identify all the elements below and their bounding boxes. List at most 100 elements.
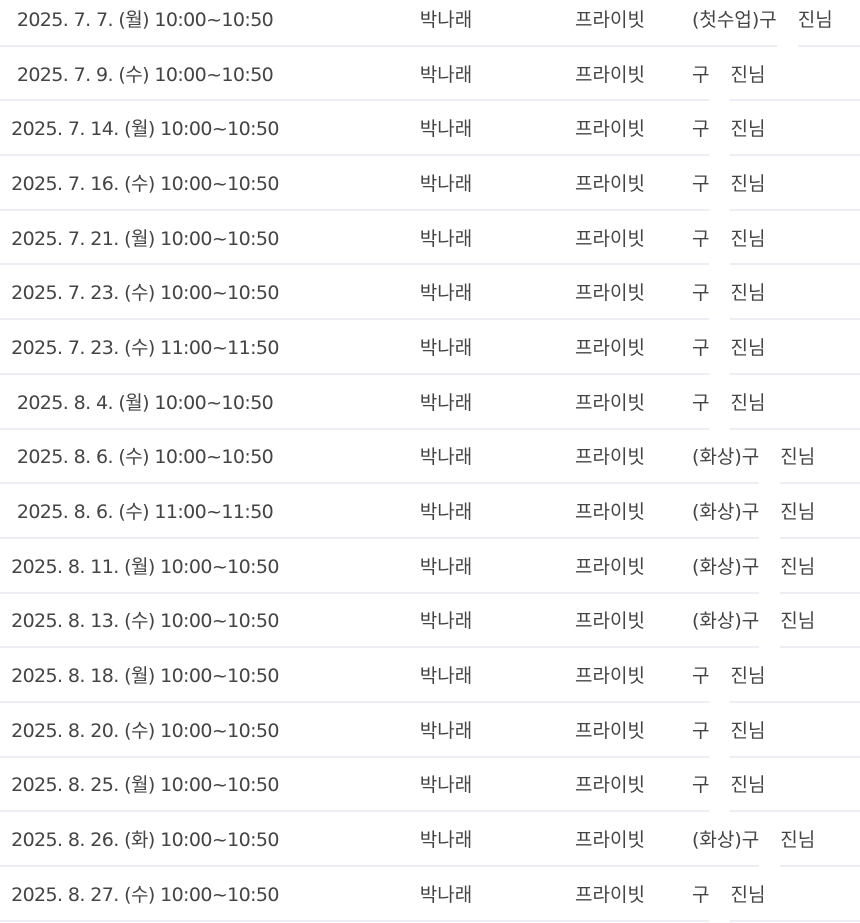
schedule-row: 2025. 8. 20. (수) 10:00~10:50 박나래 프라이빗 구 … (0, 702, 860, 759)
teacher-suffix: 진님 (780, 829, 816, 852)
student-name: 박나래 (419, 829, 473, 852)
lesson-datetime: 2025. 8. 6. (수) 11:00~11:50 (16, 501, 274, 524)
teacher-suffix: 진님 (730, 391, 766, 414)
teacher-suffix: 진님 (780, 610, 816, 633)
teacher-name: 구 진님 (692, 265, 766, 321)
teacher-prefix: (화상)구 (692, 501, 760, 524)
lesson-type: 프라이빗 (575, 172, 645, 195)
schedule-row: 2025. 8. 6. (수) 11:00~11:50 박나래 프라이빗 (화상… (0, 484, 860, 540)
teacher-name: 구 진님 (692, 46, 765, 103)
redaction-mask (776, 0, 798, 48)
lesson-datetime: 2025. 7. 16. (수) 10:00~10:50 (11, 172, 279, 195)
lesson-type: 프라이빗 (575, 829, 645, 852)
redaction-mask (709, 101, 731, 157)
teacher-prefix: 구 (692, 883, 710, 906)
schedule-row: 2025. 7. 14. (월) 10:00~10:50 박나래 프라이빗 구 … (0, 101, 860, 157)
lesson-datetime: 2025. 8. 26. (화) 10:00~10:50 (11, 829, 279, 852)
lesson-type: 프라이빗 (575, 555, 645, 578)
redaction-mask (759, 429, 781, 485)
teacher-suffix: 진님 (730, 774, 766, 797)
lesson-type: 프라이빗 (575, 446, 645, 469)
teacher-prefix: (화상)구 (692, 610, 760, 633)
lesson-datetime: 2025. 7. 23. (수) 10:00~10:50 (11, 282, 279, 305)
schedule-row: 2025. 8. 27. (수) 10:00~10:50 박나래 프라이빗 구 … (0, 867, 860, 923)
lesson-type: 프라이빗 (575, 336, 645, 359)
student-name: 박나래 (419, 719, 473, 742)
teacher-name: 구 진님 (692, 648, 766, 704)
teacher-prefix: 구 (692, 336, 710, 359)
schedule-row: 2025. 8. 11. (월) 10:00~10:50 박나래 프라이빗 (화… (0, 538, 860, 595)
teacher-name: (화상)구 진님 (692, 429, 815, 485)
schedule-row: 2025. 7. 16. (수) 10:00~10:50 박나래 프라이빗 구 … (0, 156, 860, 212)
lesson-datetime: 2025. 8. 4. (월) 10:00~10:50 (16, 391, 274, 414)
student-name: 박나래 (419, 446, 473, 469)
teacher-name: 구 진님 (692, 101, 766, 157)
lesson-datetime: 2025. 8. 18. (월) 10:00~10:50 (11, 665, 279, 688)
teacher-prefix: 구 (692, 118, 710, 141)
redaction-mask (709, 46, 731, 103)
redaction-mask (709, 210, 731, 267)
schedule-row: 2025. 7. 23. (수) 10:00~10:50 박나래 프라이빗 구 … (0, 265, 860, 321)
student-name: 박나래 (419, 555, 473, 578)
schedule-row: 2025. 8. 13. (수) 10:00~10:50 박나래 프라이빗 (화… (0, 593, 860, 649)
student-name: 박나래 (419, 227, 473, 250)
teacher-name: 구 진님 (692, 757, 766, 813)
lesson-datetime: 2025. 8. 20. (수) 10:00~10:50 (11, 719, 279, 742)
teacher-name: 구 진님 (692, 320, 766, 376)
teacher-prefix: (화상)구 (692, 829, 760, 852)
redaction-mask (709, 648, 731, 704)
teacher-suffix: 진님 (730, 665, 766, 688)
lesson-type: 프라이빗 (575, 8, 645, 31)
schedule-row: 2025. 7. 7. (월) 10:00~10:50 박나래 프라이빗 (첫수… (0, 0, 860, 48)
lesson-type: 프라이빗 (575, 227, 645, 250)
redaction-mask (709, 265, 731, 321)
redaction-mask (759, 593, 781, 649)
student-name: 박나래 (419, 665, 473, 688)
teacher-name: 구 진님 (692, 374, 766, 431)
schedule-row: 2025. 8. 26. (화) 10:00~10:50 박나래 프라이빗 (화… (0, 812, 860, 868)
student-name: 박나래 (419, 336, 473, 359)
lesson-datetime: 2025. 7. 9. (수) 10:00~10:50 (16, 63, 274, 86)
teacher-prefix: 구 (692, 227, 710, 250)
teacher-name: (첫수업)구 진님 (692, 0, 833, 48)
teacher-prefix: (화상)구 (692, 555, 760, 578)
student-name: 박나래 (419, 118, 473, 141)
lesson-datetime: 2025. 8. 25. (월) 10:00~10:50 (11, 774, 279, 797)
teacher-name: (화상)구 진님 (692, 593, 816, 649)
lesson-datetime: 2025. 7. 7. (월) 10:00~10:50 (16, 8, 274, 31)
teacher-name: (화상)구 진님 (692, 538, 816, 595)
lesson-datetime: 2025. 7. 23. (수) 11:00~11:50 (11, 336, 279, 359)
teacher-suffix: 진님 (730, 883, 766, 906)
teacher-suffix: 진님 (730, 282, 766, 305)
student-name: 박나래 (419, 63, 473, 86)
teacher-prefix: 구 (692, 665, 710, 688)
lesson-datetime: 2025. 8. 13. (수) 10:00~10:50 (11, 610, 279, 633)
lesson-datetime: 2025. 8. 11. (월) 10:00~10:50 (11, 555, 279, 578)
student-name: 박나래 (419, 8, 473, 31)
teacher-prefix: (화상)구 (692, 446, 760, 469)
teacher-suffix: 진님 (730, 227, 766, 250)
redaction-mask (709, 867, 731, 923)
teacher-suffix: 진님 (780, 555, 816, 578)
teacher-suffix: 진님 (730, 172, 766, 195)
redaction-mask (709, 374, 731, 431)
lesson-type: 프라이빗 (575, 501, 645, 524)
lesson-type: 프라이빗 (575, 665, 645, 688)
teacher-prefix: 구 (692, 774, 710, 797)
student-name: 박나래 (419, 172, 473, 195)
lesson-type: 프라이빗 (575, 282, 645, 305)
redaction-mask (709, 702, 731, 759)
teacher-name: (화상)구 진님 (692, 812, 816, 868)
schedule-row: 2025. 8. 4. (월) 10:00~10:50 박나래 프라이빗 구 진… (0, 374, 860, 431)
teacher-suffix: 진님 (730, 336, 766, 359)
teacher-prefix: 구 (692, 63, 710, 86)
schedule-row: 2025. 7. 21. (월) 10:00~10:50 박나래 프라이빗 구 … (0, 210, 860, 267)
lesson-datetime: 2025. 7. 21. (월) 10:00~10:50 (11, 227, 279, 250)
teacher-suffix: 진님 (730, 118, 766, 141)
redaction-mask (709, 757, 731, 813)
schedule-row: 2025. 7. 9. (수) 10:00~10:50 박나래 프라이빗 구 진… (0, 46, 860, 103)
teacher-name: 구 진님 (692, 210, 766, 267)
lesson-type: 프라이빗 (575, 774, 645, 797)
lesson-type: 프라이빗 (575, 719, 645, 742)
